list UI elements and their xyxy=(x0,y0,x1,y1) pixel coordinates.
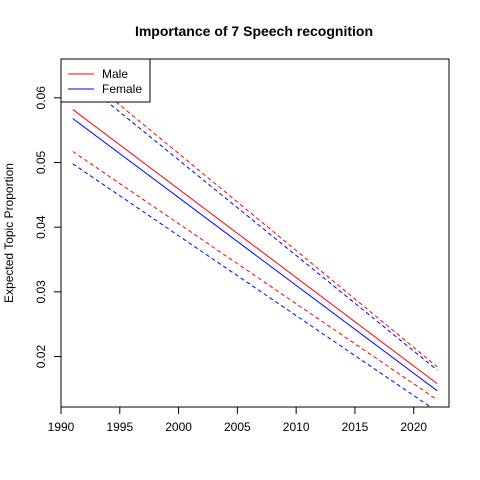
y-tick-label: 0.04 xyxy=(34,215,48,239)
x-tick-label: 2010 xyxy=(283,420,310,434)
y-axis-label: Expected Topic Proportion xyxy=(2,163,16,303)
confidence-line-2 xyxy=(72,151,438,401)
x-tick-label: 2005 xyxy=(224,420,251,434)
chart-title: Importance of 7 Speech recognition xyxy=(135,23,373,39)
x-axis: 1990 1995 2000 2005 2010 2015 2020 xyxy=(48,406,427,434)
y-tick-label: 0.03 xyxy=(34,280,48,304)
x-tick-label: 2000 xyxy=(165,420,192,434)
legend-label-female: Female xyxy=(102,82,142,96)
y-tick-label: 0.06 xyxy=(34,86,48,110)
x-tick-label: 1995 xyxy=(106,420,133,434)
series-line-0 xyxy=(72,109,438,385)
x-tick-label: 2015 xyxy=(342,420,369,434)
x-tick-label: 2020 xyxy=(400,420,427,434)
series-layer xyxy=(72,65,438,407)
series-line-3 xyxy=(72,118,438,392)
y-axis: 0.02 0.03 0.04 0.05 0.06 xyxy=(34,86,62,369)
confidence-line-5 xyxy=(72,163,432,407)
y-tick-label: 0.02 xyxy=(34,345,48,369)
legend-label-male: Male xyxy=(102,67,128,81)
confidence-line-1 xyxy=(72,65,438,368)
confidence-line-4 xyxy=(72,73,438,371)
legend-box xyxy=(60,58,151,103)
y-tick-label: 0.05 xyxy=(34,150,48,174)
x-tick-label: 1990 xyxy=(48,420,75,434)
